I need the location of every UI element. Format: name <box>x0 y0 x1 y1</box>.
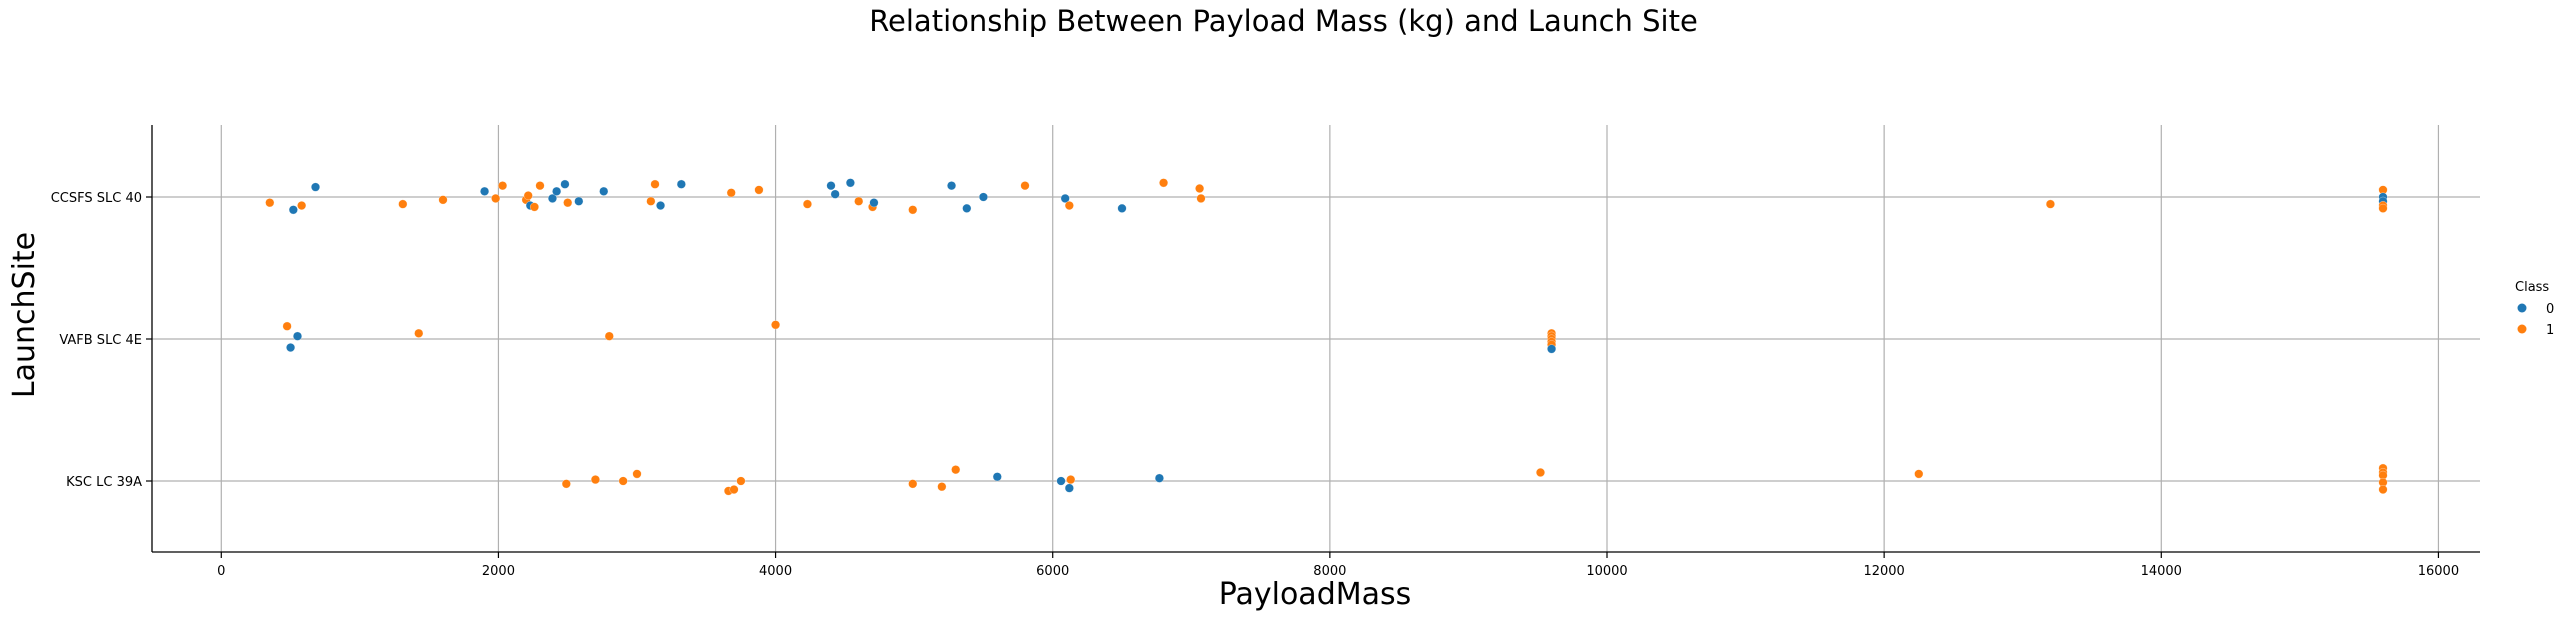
data-point-class-0 <box>676 179 686 189</box>
data-point-class-1 <box>646 196 656 206</box>
data-point-class-1 <box>561 479 571 489</box>
data-point-class-1 <box>650 179 660 189</box>
data-point-class-1 <box>1159 178 1169 188</box>
data-point-class-0 <box>311 182 320 192</box>
data-point-class-1 <box>2378 203 2388 213</box>
data-point-class-0 <box>1154 473 1164 483</box>
data-point-class-1 <box>729 485 739 494</box>
data-point-class-1 <box>530 202 539 212</box>
data-point-class-1 <box>535 181 545 191</box>
data-point-class-1 <box>1195 184 1205 193</box>
data-point-class-1 <box>491 193 501 203</box>
data-point-class-0 <box>826 181 836 191</box>
data-point-class-1 <box>590 475 600 485</box>
data-point-class-0 <box>962 203 972 213</box>
data-point-class-0 <box>293 331 302 341</box>
points-layer <box>265 178 2388 496</box>
x-tick-label: 2000 <box>482 564 515 579</box>
data-point-class-1 <box>604 331 614 341</box>
data-point-class-0 <box>480 186 490 196</box>
x-tick-label: 0 <box>217 564 225 579</box>
x-tick-label: 16000 <box>2418 564 2459 579</box>
data-point-class-1 <box>937 482 947 492</box>
data-point-class-1 <box>498 181 508 191</box>
data-point-class-1 <box>398 199 408 209</box>
data-point-class-0 <box>992 472 1002 482</box>
data-point-class-0 <box>548 193 557 203</box>
x-tick-label: 4000 <box>759 564 792 579</box>
data-point-class-1 <box>1020 181 1030 191</box>
y-tick-label: KSC LC 39A <box>66 475 142 490</box>
y-tick-label: CCSFS SLC 40 <box>51 191 142 206</box>
data-point-class-1 <box>726 188 736 198</box>
x-tick-label: 6000 <box>1036 564 1069 579</box>
data-point-class-0 <box>1547 344 1557 354</box>
data-point-class-1 <box>908 479 918 489</box>
y-axis-label: LaunchSite <box>7 232 42 398</box>
data-point-class-1 <box>563 198 573 208</box>
legend-marker-class-0 <box>2517 303 2527 313</box>
data-point-class-1 <box>1536 468 1545 477</box>
legend-title: Class <box>2515 280 2549 295</box>
data-point-class-0 <box>947 181 957 191</box>
x-tick-label: 10000 <box>1586 564 1627 579</box>
data-point-class-1 <box>1064 201 1074 210</box>
x-tick-label: 12000 <box>1863 564 1904 579</box>
data-point-class-1 <box>1196 193 1206 203</box>
data-point-class-1 <box>1914 469 1924 479</box>
data-point-class-1 <box>736 476 746 486</box>
data-point-class-0 <box>560 179 570 189</box>
data-point-class-1 <box>632 469 642 479</box>
legend-label-class-1: 1 <box>2546 323 2554 338</box>
data-point-class-1 <box>771 320 781 330</box>
data-point-class-1 <box>282 321 292 331</box>
data-point-class-0 <box>574 196 584 206</box>
data-point-class-1 <box>908 205 918 215</box>
data-point-class-1 <box>854 196 864 206</box>
data-point-class-0 <box>288 205 298 215</box>
data-point-class-1 <box>414 328 424 338</box>
data-point-class-0 <box>845 178 855 188</box>
chart-title: Relationship Between Payload Mass (kg) a… <box>869 4 1698 38</box>
axes-layer: 0 2000 4000 6000 8000 10000 12000 14000 16000 CCS… <box>51 125 2480 579</box>
data-point-class-1 <box>2378 485 2388 494</box>
data-point-class-1 <box>754 185 764 195</box>
data-point-class-1 <box>265 198 275 208</box>
legend-label-class-0: 0 <box>2546 302 2554 317</box>
grid-layer <box>152 125 2480 552</box>
data-point-class-0 <box>1117 203 1127 213</box>
data-point-class-0 <box>599 186 609 196</box>
data-point-class-1 <box>951 465 961 475</box>
data-point-class-0 <box>1060 193 1070 203</box>
data-point-class-0 <box>656 201 666 210</box>
legend-marker-class-1 <box>2517 324 2527 334</box>
data-point-class-1 <box>438 195 448 205</box>
data-point-class-0 <box>830 189 840 199</box>
data-point-class-0 <box>286 343 296 352</box>
data-point-class-0 <box>869 198 879 208</box>
data-point-class-0 <box>1064 483 1074 493</box>
data-point-class-0 <box>552 186 562 196</box>
data-point-class-1 <box>2045 199 2055 209</box>
data-point-class-1 <box>802 199 812 209</box>
data-point-class-0 <box>1056 476 1066 486</box>
y-tick-label: VAFB SLC 4E <box>59 333 142 348</box>
data-point-class-0 <box>978 192 988 202</box>
x-axis-label: PayloadMass <box>1219 577 1412 612</box>
legend: Class 0 1 <box>2515 280 2554 338</box>
data-point-class-1 <box>1066 475 1076 485</box>
data-point-class-1 <box>523 191 533 201</box>
x-tick-label: 14000 <box>2141 564 2182 579</box>
x-tick-label: 8000 <box>1313 564 1346 579</box>
data-point-class-1 <box>618 476 628 486</box>
data-point-class-1 <box>297 201 307 210</box>
